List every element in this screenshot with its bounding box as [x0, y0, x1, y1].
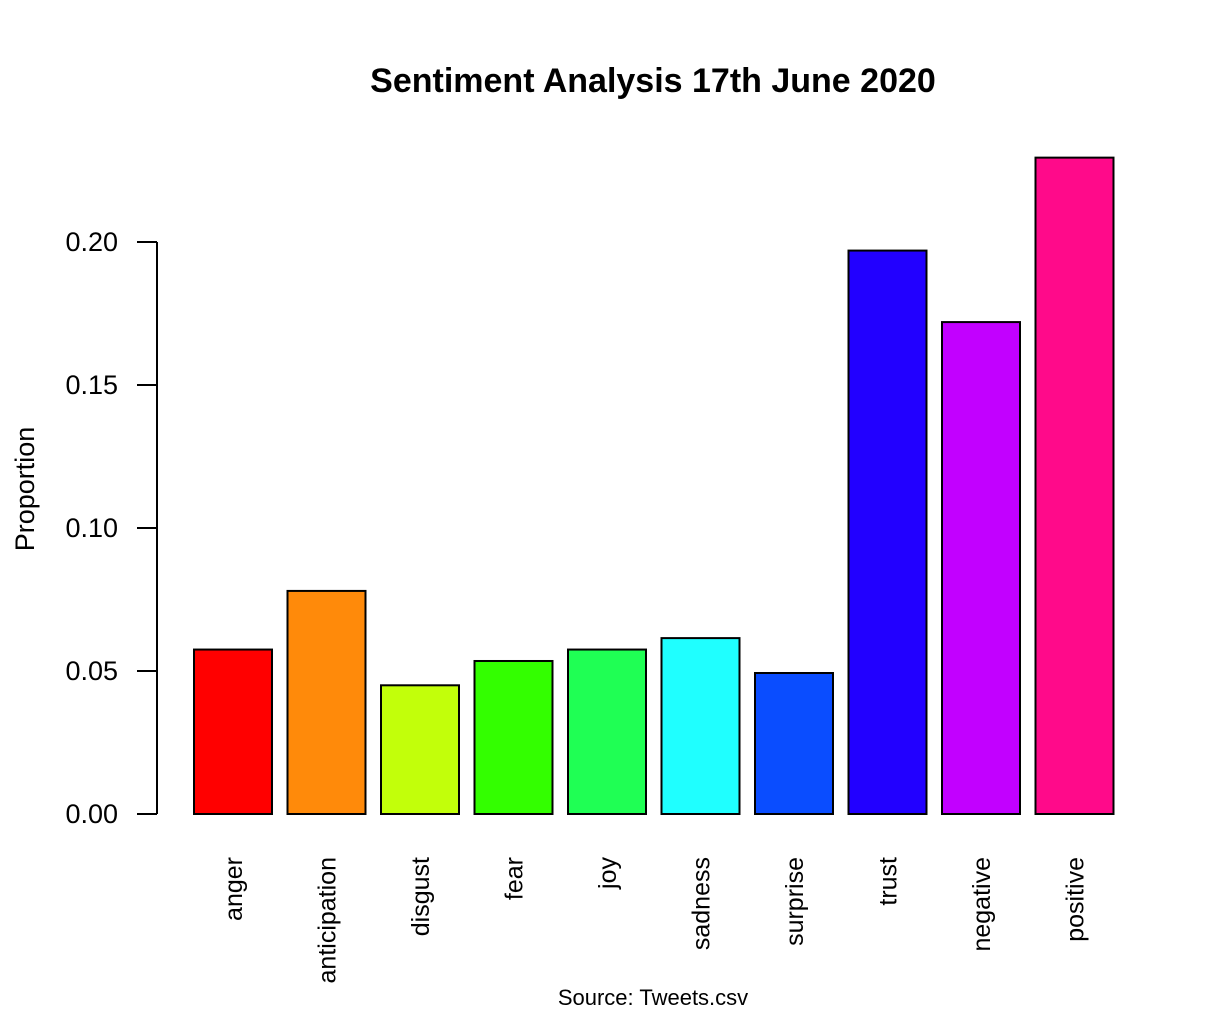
- category-label: anger: [220, 857, 248, 921]
- category-label: surprise: [781, 857, 809, 946]
- y-axis: 0.00 0.05 0.10 0.15 0.20: [65, 227, 158, 829]
- category-label: positive: [1062, 857, 1090, 942]
- bar-anger: [193, 648, 273, 815]
- category-label: disgust: [407, 857, 435, 936]
- y-tick-label: 0.15: [65, 370, 118, 400]
- category-label: trust: [875, 857, 903, 906]
- bar-anticipation: [286, 589, 367, 815]
- y-tick-label: 0.00: [65, 799, 118, 829]
- y-tick-label: 0.20: [65, 227, 118, 257]
- category-label: fear: [501, 857, 529, 900]
- bar-sadness: [660, 637, 741, 815]
- bars: [193, 156, 1115, 816]
- bar-joy: [567, 648, 647, 815]
- y-tick-label: 0.05: [65, 656, 118, 686]
- bar-surprise: [754, 672, 834, 816]
- bar-fear: [473, 659, 554, 815]
- category-labels: anger anticipation disgust fear joy sadness su…: [220, 857, 1090, 984]
- category-label: sadness: [688, 857, 716, 950]
- category-label: anticipation: [314, 857, 342, 983]
- category-label: negative: [968, 857, 996, 952]
- bar-disgust: [380, 684, 460, 815]
- bar-negative: [941, 321, 1021, 815]
- bar-trust: [847, 249, 928, 815]
- y-axis-label: Proportion: [10, 427, 40, 552]
- y-tick-label: 0.10: [65, 513, 118, 543]
- source-note: Source: Tweets.csv: [558, 985, 748, 1010]
- chart-title: Sentiment Analysis 17th June 2020: [370, 62, 936, 100]
- bar-positive: [1034, 156, 1115, 815]
- category-label: joy: [594, 857, 622, 890]
